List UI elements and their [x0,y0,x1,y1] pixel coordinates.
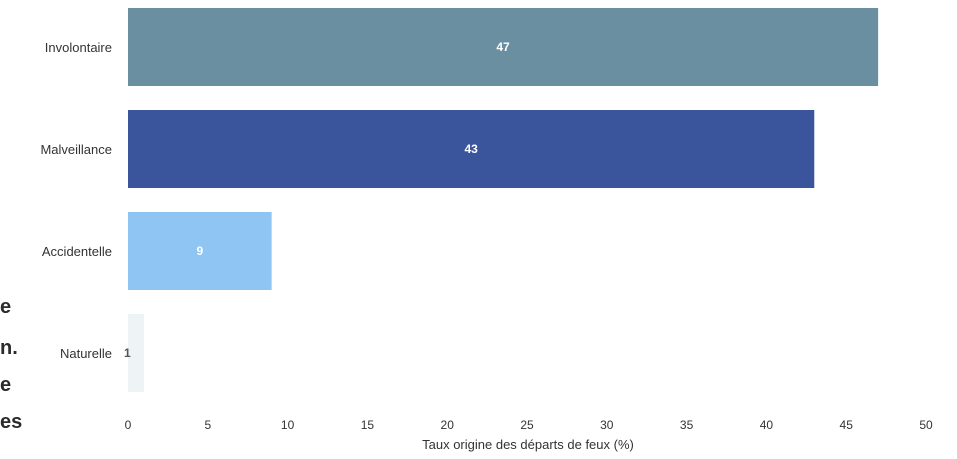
data-label-accidentelle: 9 [196,244,203,258]
page-fragment-3: e [0,374,12,396]
bar-involontaire [128,8,879,86]
x-axis-title: Taux origine des départs de feux (%) [422,437,634,452]
category-label-naturelle: Naturelle [60,346,112,361]
x-tick-5: 5 [204,418,211,432]
x-tick-40: 40 [760,418,774,432]
x-tick-15: 15 [361,418,375,432]
x-tick-35: 35 [680,418,694,432]
category-label-accidentelle: Accidentelle [42,244,112,259]
data-label-malveillance: 43 [464,142,478,156]
bar-malveillance [128,110,815,188]
bar-naturelle [128,314,144,392]
labels-layer: Involontaire 47 Malveillance 43 Accidentelle… [40,40,510,361]
x-tick-10: 10 [281,418,295,432]
data-label-naturelle: 1 [124,346,131,360]
x-tick-30: 30 [600,418,614,432]
x-tick-45: 45 [840,418,854,432]
bar-accidentelle [128,212,272,290]
x-tick-20: 20 [441,418,455,432]
page-fragment-1: e [0,296,12,318]
x-tick-0: 0 [125,418,132,432]
page-fragment-2: n. [0,337,18,359]
page-fragment-4: es [0,411,23,433]
data-label-involontaire: 47 [496,40,510,54]
x-axis-ticks: 0 5 10 15 20 25 30 35 40 45 50 [125,418,933,432]
category-label-malveillance: Malveillance [40,142,112,157]
bars-layer [128,8,879,392]
category-label-involontaire: Involontaire [45,40,112,55]
x-tick-25: 25 [520,418,534,432]
x-tick-50: 50 [919,418,933,432]
